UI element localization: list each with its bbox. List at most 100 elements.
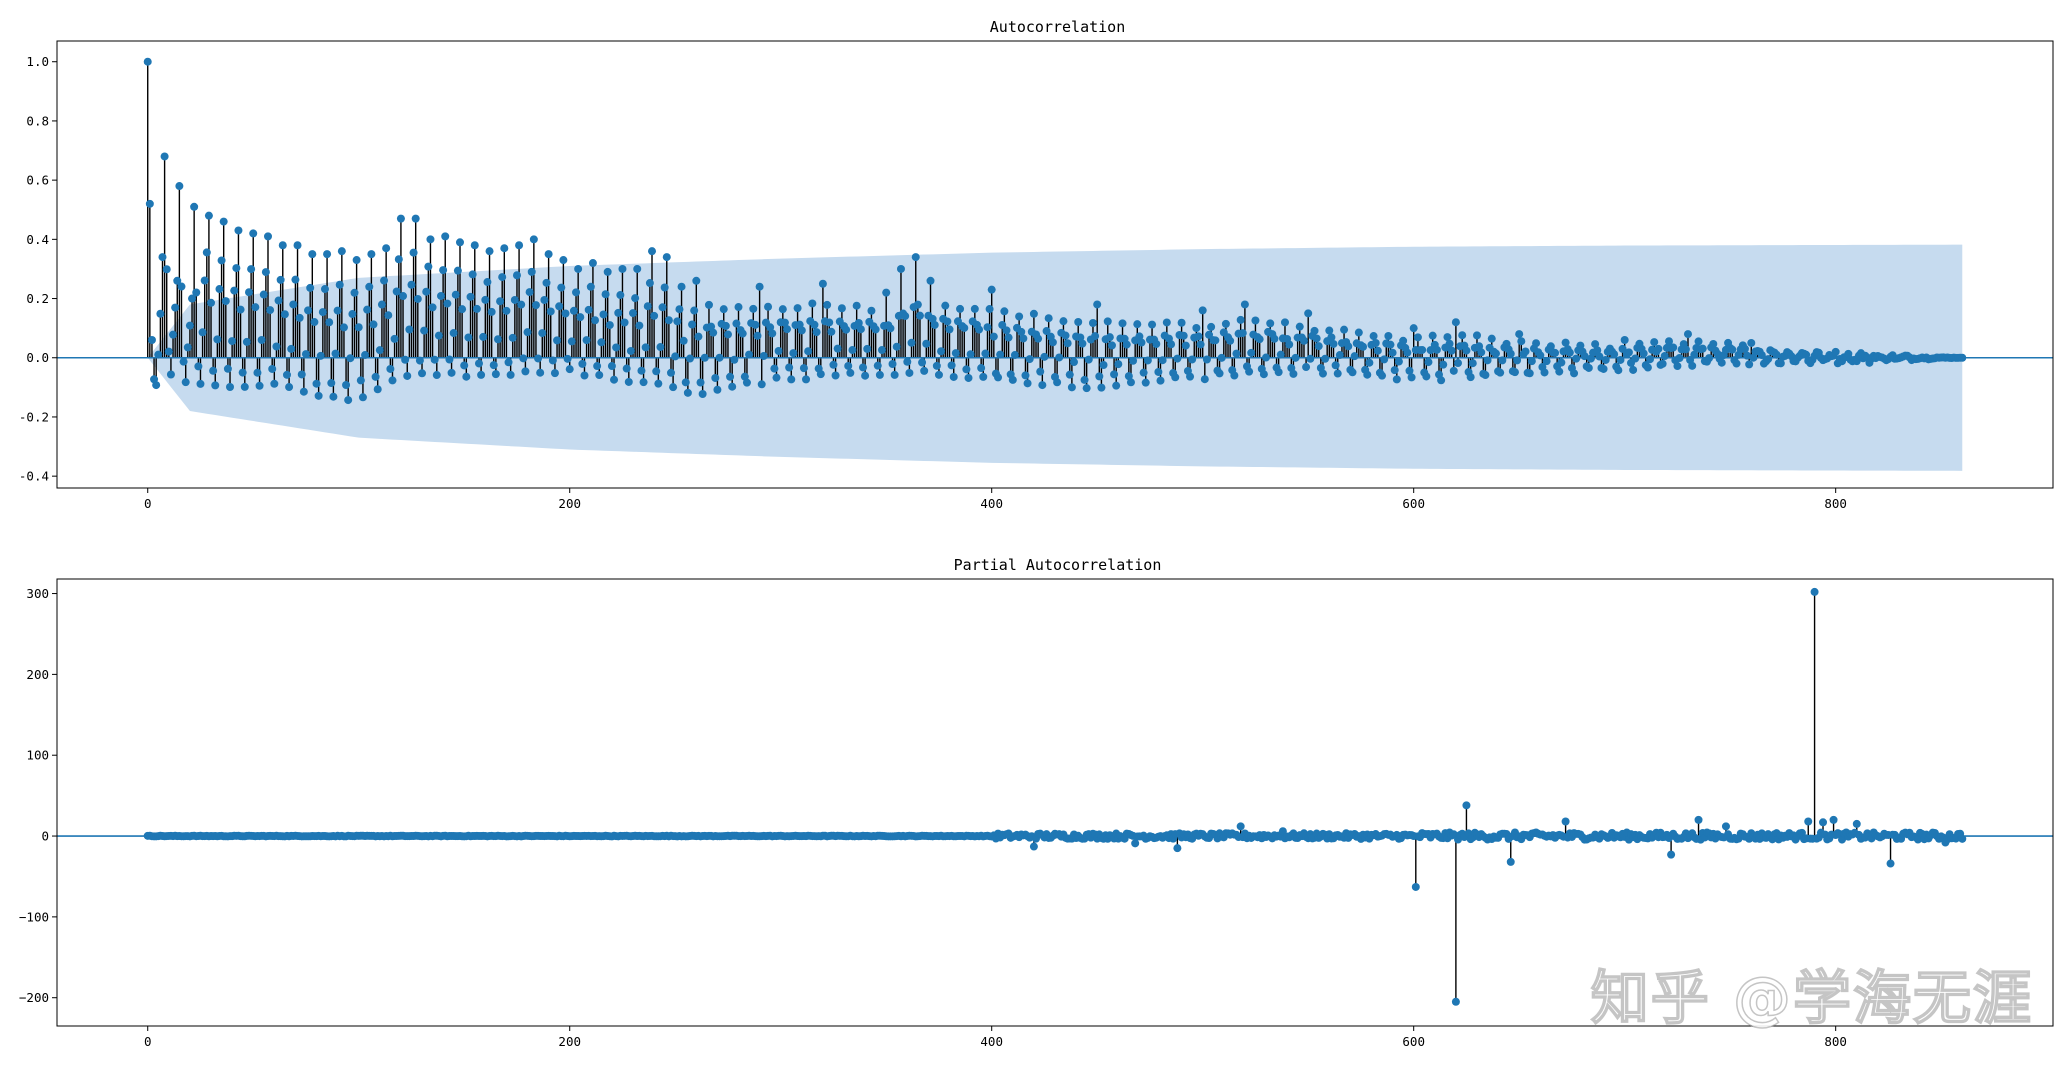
acf-point <box>797 326 806 335</box>
acf-point <box>263 232 272 241</box>
acf-point <box>1266 319 1275 328</box>
acf-point <box>485 247 494 256</box>
acf-point <box>437 291 446 300</box>
acf-point <box>1276 350 1285 359</box>
acf-point <box>481 295 490 304</box>
pacf-x-ticks: 0 200 400 600 800 <box>144 1026 1847 1049</box>
acf-point <box>1439 360 1448 369</box>
acf-point <box>890 370 899 379</box>
acf-point <box>166 370 175 379</box>
acf-point <box>1629 365 1638 374</box>
acf-point <box>466 292 475 301</box>
acf-point <box>734 303 743 312</box>
acf-point <box>297 370 306 379</box>
acf-point <box>1561 338 1570 347</box>
acf-point <box>584 305 593 314</box>
acf-point <box>951 349 960 358</box>
acf-point <box>983 323 992 332</box>
acf-point <box>738 329 747 338</box>
acf-point <box>310 318 319 327</box>
acf-point <box>1331 361 1340 370</box>
acf-point <box>1683 330 1692 339</box>
acf-point <box>498 273 507 282</box>
pacf-point <box>1913 835 1922 844</box>
acf-point <box>211 381 220 390</box>
acf-point <box>548 356 557 365</box>
acf-point <box>1034 334 1043 343</box>
acf-point <box>1462 346 1471 355</box>
acf-point <box>1148 320 1157 329</box>
acf-point <box>711 373 720 382</box>
acf-point <box>1074 318 1083 327</box>
acf-point <box>1570 369 1579 378</box>
acf-point <box>1620 335 1629 344</box>
acf-point <box>1498 356 1507 365</box>
acf-point <box>1280 318 1289 327</box>
acf-point <box>1424 358 1433 367</box>
acf-point <box>270 379 279 388</box>
acf-point <box>1732 359 1741 368</box>
acf-point <box>453 266 462 275</box>
acf-point <box>282 370 291 379</box>
acf-point <box>534 354 543 363</box>
acf-point <box>405 325 414 334</box>
acf-point <box>1646 355 1655 364</box>
acf-point <box>316 351 325 360</box>
pacf-ytick-label: −200 <box>19 990 49 1005</box>
acf-point <box>1458 331 1467 340</box>
acf-point <box>648 247 657 256</box>
acf-point <box>377 300 386 309</box>
acf-point <box>274 296 283 305</box>
acf-point <box>314 391 323 400</box>
acf-point <box>1451 318 1460 327</box>
acf-point <box>278 241 287 250</box>
pacf-point <box>1819 818 1828 827</box>
acf-point <box>441 232 450 241</box>
acf-point <box>204 211 213 220</box>
acf-point <box>1359 342 1368 351</box>
acf-point <box>384 311 393 320</box>
acf-point <box>443 299 452 308</box>
acf-point <box>1694 337 1703 346</box>
acf-point <box>540 296 549 305</box>
acf-point <box>1215 369 1224 378</box>
pacf-markers <box>143 587 1967 1006</box>
acf-point <box>1152 340 1161 349</box>
acf-point <box>1515 330 1524 339</box>
acf-point <box>1082 384 1091 393</box>
acf-point <box>249 229 258 238</box>
acf-point <box>1135 332 1144 341</box>
acf-point <box>1572 354 1581 363</box>
acf-point <box>1599 364 1608 373</box>
acf-xtick-label: 600 <box>1402 496 1425 511</box>
pacf-ytick-label: 300 <box>26 586 49 601</box>
acf-point <box>861 371 870 380</box>
acf-point <box>622 364 631 373</box>
acf-point <box>664 316 673 325</box>
acf-point <box>1211 336 1220 345</box>
acf-point <box>223 364 232 373</box>
acf-point <box>312 379 321 388</box>
acf-point <box>342 381 351 390</box>
acf-point <box>903 357 912 366</box>
acf-point <box>365 282 374 291</box>
acf-point <box>449 329 458 338</box>
pacf-title: Partial Autocorrelation <box>954 556 1162 574</box>
acf-point <box>1958 353 1967 362</box>
acf-point <box>679 336 688 345</box>
acf-point <box>1658 359 1667 368</box>
acf-point <box>160 152 169 161</box>
acf-point <box>1329 339 1338 348</box>
acf-point <box>713 385 722 394</box>
acf-point <box>1418 345 1427 354</box>
acf-point <box>352 256 361 265</box>
acf-point <box>145 199 154 208</box>
acf-point <box>1757 351 1766 360</box>
acf-point <box>247 265 256 274</box>
acf-point <box>219 217 228 226</box>
acf-point <box>913 300 922 309</box>
acf-point <box>202 248 211 257</box>
acf-point <box>555 302 564 311</box>
acf-point <box>1069 358 1078 367</box>
